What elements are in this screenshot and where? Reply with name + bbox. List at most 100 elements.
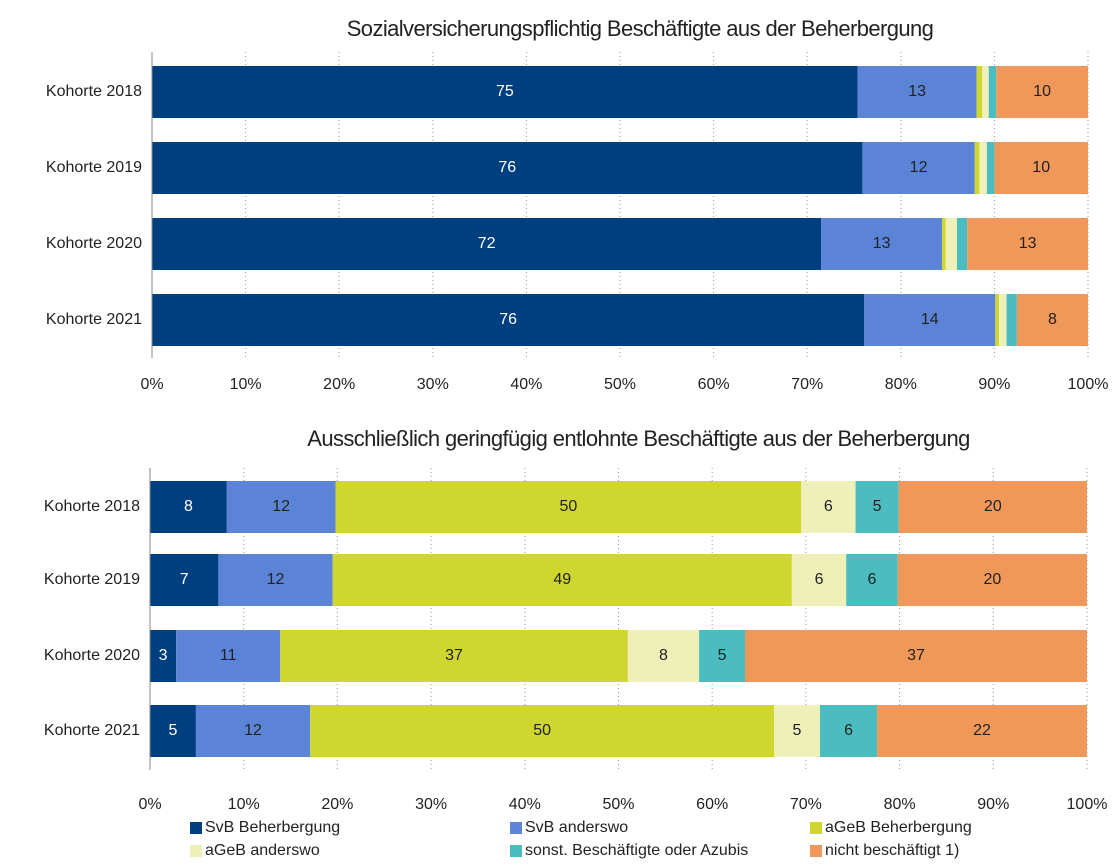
chart-title: Sozialversicherungspflichtig Beschäftigt… [347,16,934,41]
legend-label: aGeB Beherbergung [825,819,972,836]
legend-label: nicht beschäftigt 1) [825,842,959,859]
bar-segment [791,554,847,606]
data-label: 6 [844,722,853,739]
bar-segment [150,705,196,757]
y-tick-label: Kohorte 2020 [46,235,142,252]
x-tick-label: 20% [323,376,355,393]
x-tick-label: 60% [698,376,730,393]
x-tick-label: 0% [138,796,161,813]
data-label: 22 [973,722,991,739]
data-label: 3 [159,647,168,664]
y-tick-label: Kohorte 2019 [46,159,142,176]
x-tick-label: 100% [1067,796,1108,813]
data-label: 75 [496,83,514,100]
data-label: 8 [659,647,668,664]
bar-segment [974,142,980,194]
bar-segment [979,142,987,194]
bar-segment [967,218,1088,270]
bar-segment [956,218,968,270]
data-label: 72 [478,235,496,252]
data-label: 6 [824,498,833,515]
data-label: 37 [907,647,925,664]
bar-segment [218,554,333,606]
data-label: 20 [984,498,1002,515]
x-tick-label: 90% [977,796,1009,813]
bar-segment [152,294,865,346]
x-tick-label: 100% [1068,376,1109,393]
data-label: 12 [910,159,928,176]
x-tick-label: 40% [509,796,541,813]
y-tick-label: Kohorte 2021 [44,722,140,739]
data-label: 12 [267,571,285,588]
bar-segment [864,294,996,346]
x-tick-label: 70% [790,796,822,813]
bar-segment [819,705,878,757]
data-label: 6 [815,571,824,588]
bar-segment [877,705,1087,757]
data-label: 14 [921,311,939,328]
data-label: 49 [553,571,571,588]
bar-segment [941,218,946,270]
legend-label: SvB anderswo [525,819,628,836]
bar-segment [176,630,281,682]
bar-segment [986,142,995,194]
legend-swatch [190,822,202,834]
data-label: 6 [868,571,877,588]
legend-swatch [510,845,522,857]
data-label: 50 [533,722,551,739]
bar-segment [280,630,628,682]
data-label: 10 [1033,83,1051,100]
data-label: 11 [220,647,237,664]
data-label: 5 [169,722,178,739]
bar-segment [857,66,977,118]
bar-segment [627,630,700,682]
bar-segment [862,142,975,194]
x-tick-label: 60% [696,796,728,813]
bar-segment [774,705,820,757]
bar-segment [744,630,1087,682]
bar-segment [897,554,1087,606]
bar-segment [226,481,336,533]
data-label: 13 [873,235,891,252]
bar-segment [150,554,219,606]
x-tick-label: 50% [604,376,636,393]
bar-segment [945,218,957,270]
data-label: 20 [983,571,1001,588]
legend-label: aGeB anderswo [205,842,320,859]
bar-segment [846,554,898,606]
data-label: 8 [1048,311,1057,328]
x-tick-label: 10% [228,796,260,813]
bar-segment [152,218,822,270]
data-label: 12 [272,498,290,515]
x-tick-label: 20% [321,796,353,813]
data-label: 76 [498,159,516,176]
data-label: 37 [445,647,463,664]
data-label: 10 [1032,159,1050,176]
y-tick-label: Kohorte 2018 [44,498,140,515]
x-tick-label: 0% [140,376,163,393]
legend-label: SvB Beherbergung [205,819,340,836]
bar-segment [982,66,989,118]
y-tick-label: Kohorte 2021 [46,311,142,328]
x-tick-label: 10% [230,376,262,393]
chart-title: Ausschließlich geringfügig entlohnte Bes… [307,426,969,451]
data-label: 5 [718,647,727,664]
data-label: 5 [873,498,882,515]
bar-segment [988,66,997,118]
bar-segment [332,554,792,606]
legend-label: sonst. Beschäftigte oder Azubis [525,842,748,859]
data-label: 76 [499,311,517,328]
bar-segment [335,481,802,533]
bar-segment [999,294,1007,346]
x-tick-label: 70% [791,376,823,393]
y-tick-label: Kohorte 2019 [44,571,140,588]
data-label: 5 [793,722,802,739]
data-label: 7 [180,571,189,588]
data-label: 13 [1019,235,1037,252]
data-label: 12 [244,722,262,739]
bar-segment [996,66,1088,118]
bar-segment [976,66,983,118]
x-tick-label: 40% [510,376,542,393]
x-tick-label: 80% [885,376,917,393]
